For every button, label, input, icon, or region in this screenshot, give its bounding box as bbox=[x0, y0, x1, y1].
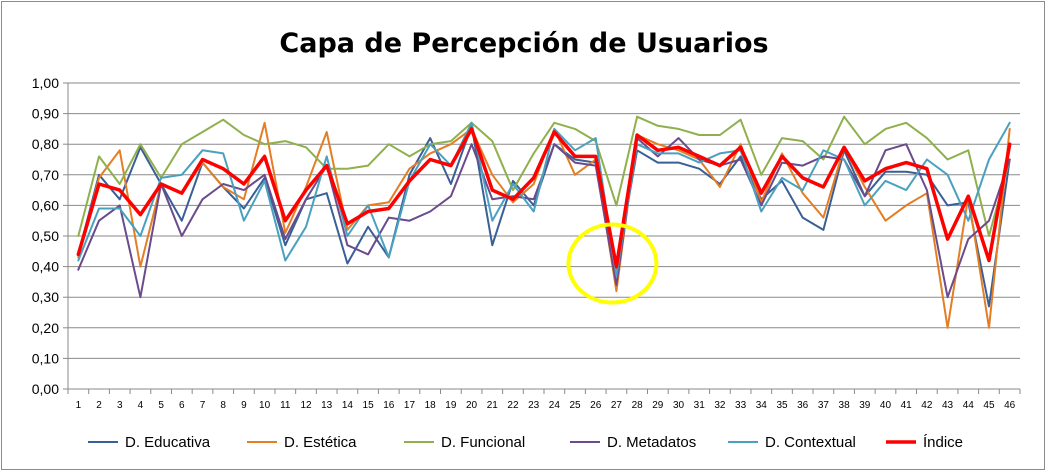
legend: D. Educativa D. Estética D. Funcional D. Me… bbox=[88, 434, 963, 451]
x-tick-label: 28 bbox=[632, 400, 644, 411]
x-tick-label: 19 bbox=[445, 400, 457, 411]
x-tick-label: 13 bbox=[321, 400, 333, 411]
x-tick-label: 46 bbox=[1004, 400, 1016, 411]
x-tick-label: 11 bbox=[280, 400, 291, 411]
x-tick-label: 3 bbox=[117, 400, 123, 411]
y-tick-label: 0,80 bbox=[32, 136, 59, 152]
x-tick-label: 14 bbox=[342, 400, 354, 411]
legend-item: D. Estética bbox=[247, 434, 357, 451]
legend-label: D. Contextual bbox=[765, 434, 856, 451]
x-tick-label: 45 bbox=[983, 400, 995, 411]
x-tick-label: 41 bbox=[901, 400, 913, 411]
x-tick-label: 12 bbox=[300, 400, 312, 411]
y-tick-label: 0,90 bbox=[32, 106, 59, 122]
x-tick-label: 29 bbox=[652, 400, 664, 411]
legend-item: D. Metadatos bbox=[570, 434, 696, 451]
x-tick-label: 2 bbox=[96, 400, 102, 411]
x-tick-label: 20 bbox=[466, 400, 478, 411]
x-tick-label: 27 bbox=[611, 400, 623, 411]
x-tick-label: 44 bbox=[963, 400, 975, 411]
y-tick-label: 0,00 bbox=[32, 381, 59, 397]
x-tick-label: 9 bbox=[241, 400, 247, 411]
x-tick-label: 22 bbox=[507, 400, 519, 411]
x-tick-label: 5 bbox=[158, 400, 164, 411]
series-line-4 bbox=[77, 137, 1011, 299]
legend-label: D. Educativa bbox=[125, 434, 211, 451]
x-tick-label: 37 bbox=[818, 400, 830, 411]
x-tick-label: 30 bbox=[673, 400, 685, 411]
legend-label: Índice bbox=[923, 434, 963, 451]
legend-item: D. Contextual bbox=[728, 434, 856, 451]
y-tick-label: 0,50 bbox=[32, 228, 59, 244]
x-tick-label: 33 bbox=[735, 400, 747, 411]
x-tick-label: 24 bbox=[549, 400, 561, 411]
x-tick-label: 23 bbox=[528, 400, 540, 411]
y-tick-label: 0,70 bbox=[32, 167, 59, 183]
x-tick-label: 39 bbox=[859, 400, 871, 411]
x-tick-label: 7 bbox=[200, 400, 206, 411]
y-tick-label: 0,10 bbox=[32, 350, 59, 366]
grid-layer bbox=[68, 82, 1020, 359]
legend-label: D. Estética bbox=[284, 434, 357, 451]
x-tick-label: 10 bbox=[259, 400, 271, 411]
x-tick-label: 16 bbox=[383, 400, 395, 411]
x-tick-label: 31 bbox=[694, 400, 706, 411]
y-tick-label: 0,40 bbox=[32, 259, 59, 275]
x-tick-label: 43 bbox=[942, 400, 954, 411]
legend-item: D. Educativa bbox=[88, 434, 211, 451]
x-tick-label: 1 bbox=[76, 400, 82, 411]
x-tick-label: 18 bbox=[425, 400, 437, 411]
axis-layer: 0,00 0,10 0,20 0,30 0,40 0,50 0,60 0,70 0,80 0,90… bbox=[32, 75, 1021, 411]
x-tick-label: 6 bbox=[179, 400, 185, 411]
x-tick-label: 32 bbox=[714, 400, 726, 411]
chart-title: Capa de Percepción de Usuarios bbox=[279, 28, 768, 59]
x-tick-label: 8 bbox=[220, 400, 226, 411]
x-tick-label: 15 bbox=[363, 400, 375, 411]
legend-item: D. Funcional bbox=[404, 434, 525, 451]
x-tick-label: 4 bbox=[138, 400, 144, 411]
x-tick-label: 38 bbox=[839, 400, 851, 411]
x-tick-label: 17 bbox=[404, 400, 416, 411]
x-tick-label: 21 bbox=[487, 400, 499, 411]
x-tick-label: 34 bbox=[756, 400, 768, 411]
y-tick-label: 1,00 bbox=[32, 75, 59, 91]
y-tick-label: 0,60 bbox=[32, 197, 59, 213]
x-tick-label: 25 bbox=[569, 400, 581, 411]
x-tick-label: 26 bbox=[590, 400, 602, 411]
legend-label: D. Funcional bbox=[441, 434, 525, 451]
y-tick-label: 0,20 bbox=[32, 320, 59, 336]
y-tick-label: 0,30 bbox=[32, 289, 59, 305]
series-line-3 bbox=[77, 115, 1011, 237]
x-tick-label: 40 bbox=[880, 400, 892, 411]
series-line-5 bbox=[77, 121, 1011, 277]
x-tick-label: 36 bbox=[797, 400, 809, 411]
series-line-1 bbox=[77, 124, 1011, 308]
annotation-layer bbox=[566, 222, 659, 305]
series-layer bbox=[76, 115, 1012, 329]
x-tick-label: 42 bbox=[921, 400, 933, 411]
legend-item: Índice bbox=[886, 434, 963, 451]
legend-label: D. Metadatos bbox=[607, 434, 696, 451]
x-tick-label: 35 bbox=[776, 400, 788, 411]
series-line-6 bbox=[76, 127, 1012, 269]
highlight-ellipse bbox=[566, 222, 659, 305]
